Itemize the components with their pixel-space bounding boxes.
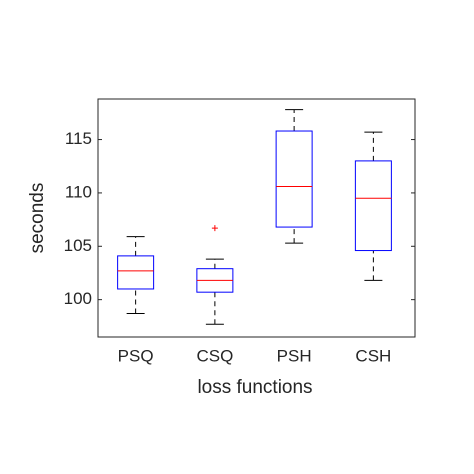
box bbox=[354, 160, 392, 252]
box bbox=[275, 130, 313, 228]
box bbox=[117, 255, 155, 290]
y-tick-label: 110 bbox=[65, 182, 92, 201]
y-tick-label: 100 bbox=[64, 289, 92, 308]
x-tick-label: CSH bbox=[355, 346, 391, 365]
flier bbox=[211, 225, 218, 232]
x-tick-label: CSQ bbox=[196, 346, 233, 365]
y-axis-label: seconds bbox=[27, 183, 48, 254]
x-tick-label: PSH bbox=[277, 346, 312, 365]
y-tick-label: 105 bbox=[64, 236, 92, 255]
y-tick-label: 115 bbox=[65, 129, 92, 148]
plot-frame bbox=[97, 98, 416, 338]
x-tick-label: PSQ bbox=[118, 346, 154, 365]
x-axis-label: loss functions bbox=[197, 377, 312, 398]
